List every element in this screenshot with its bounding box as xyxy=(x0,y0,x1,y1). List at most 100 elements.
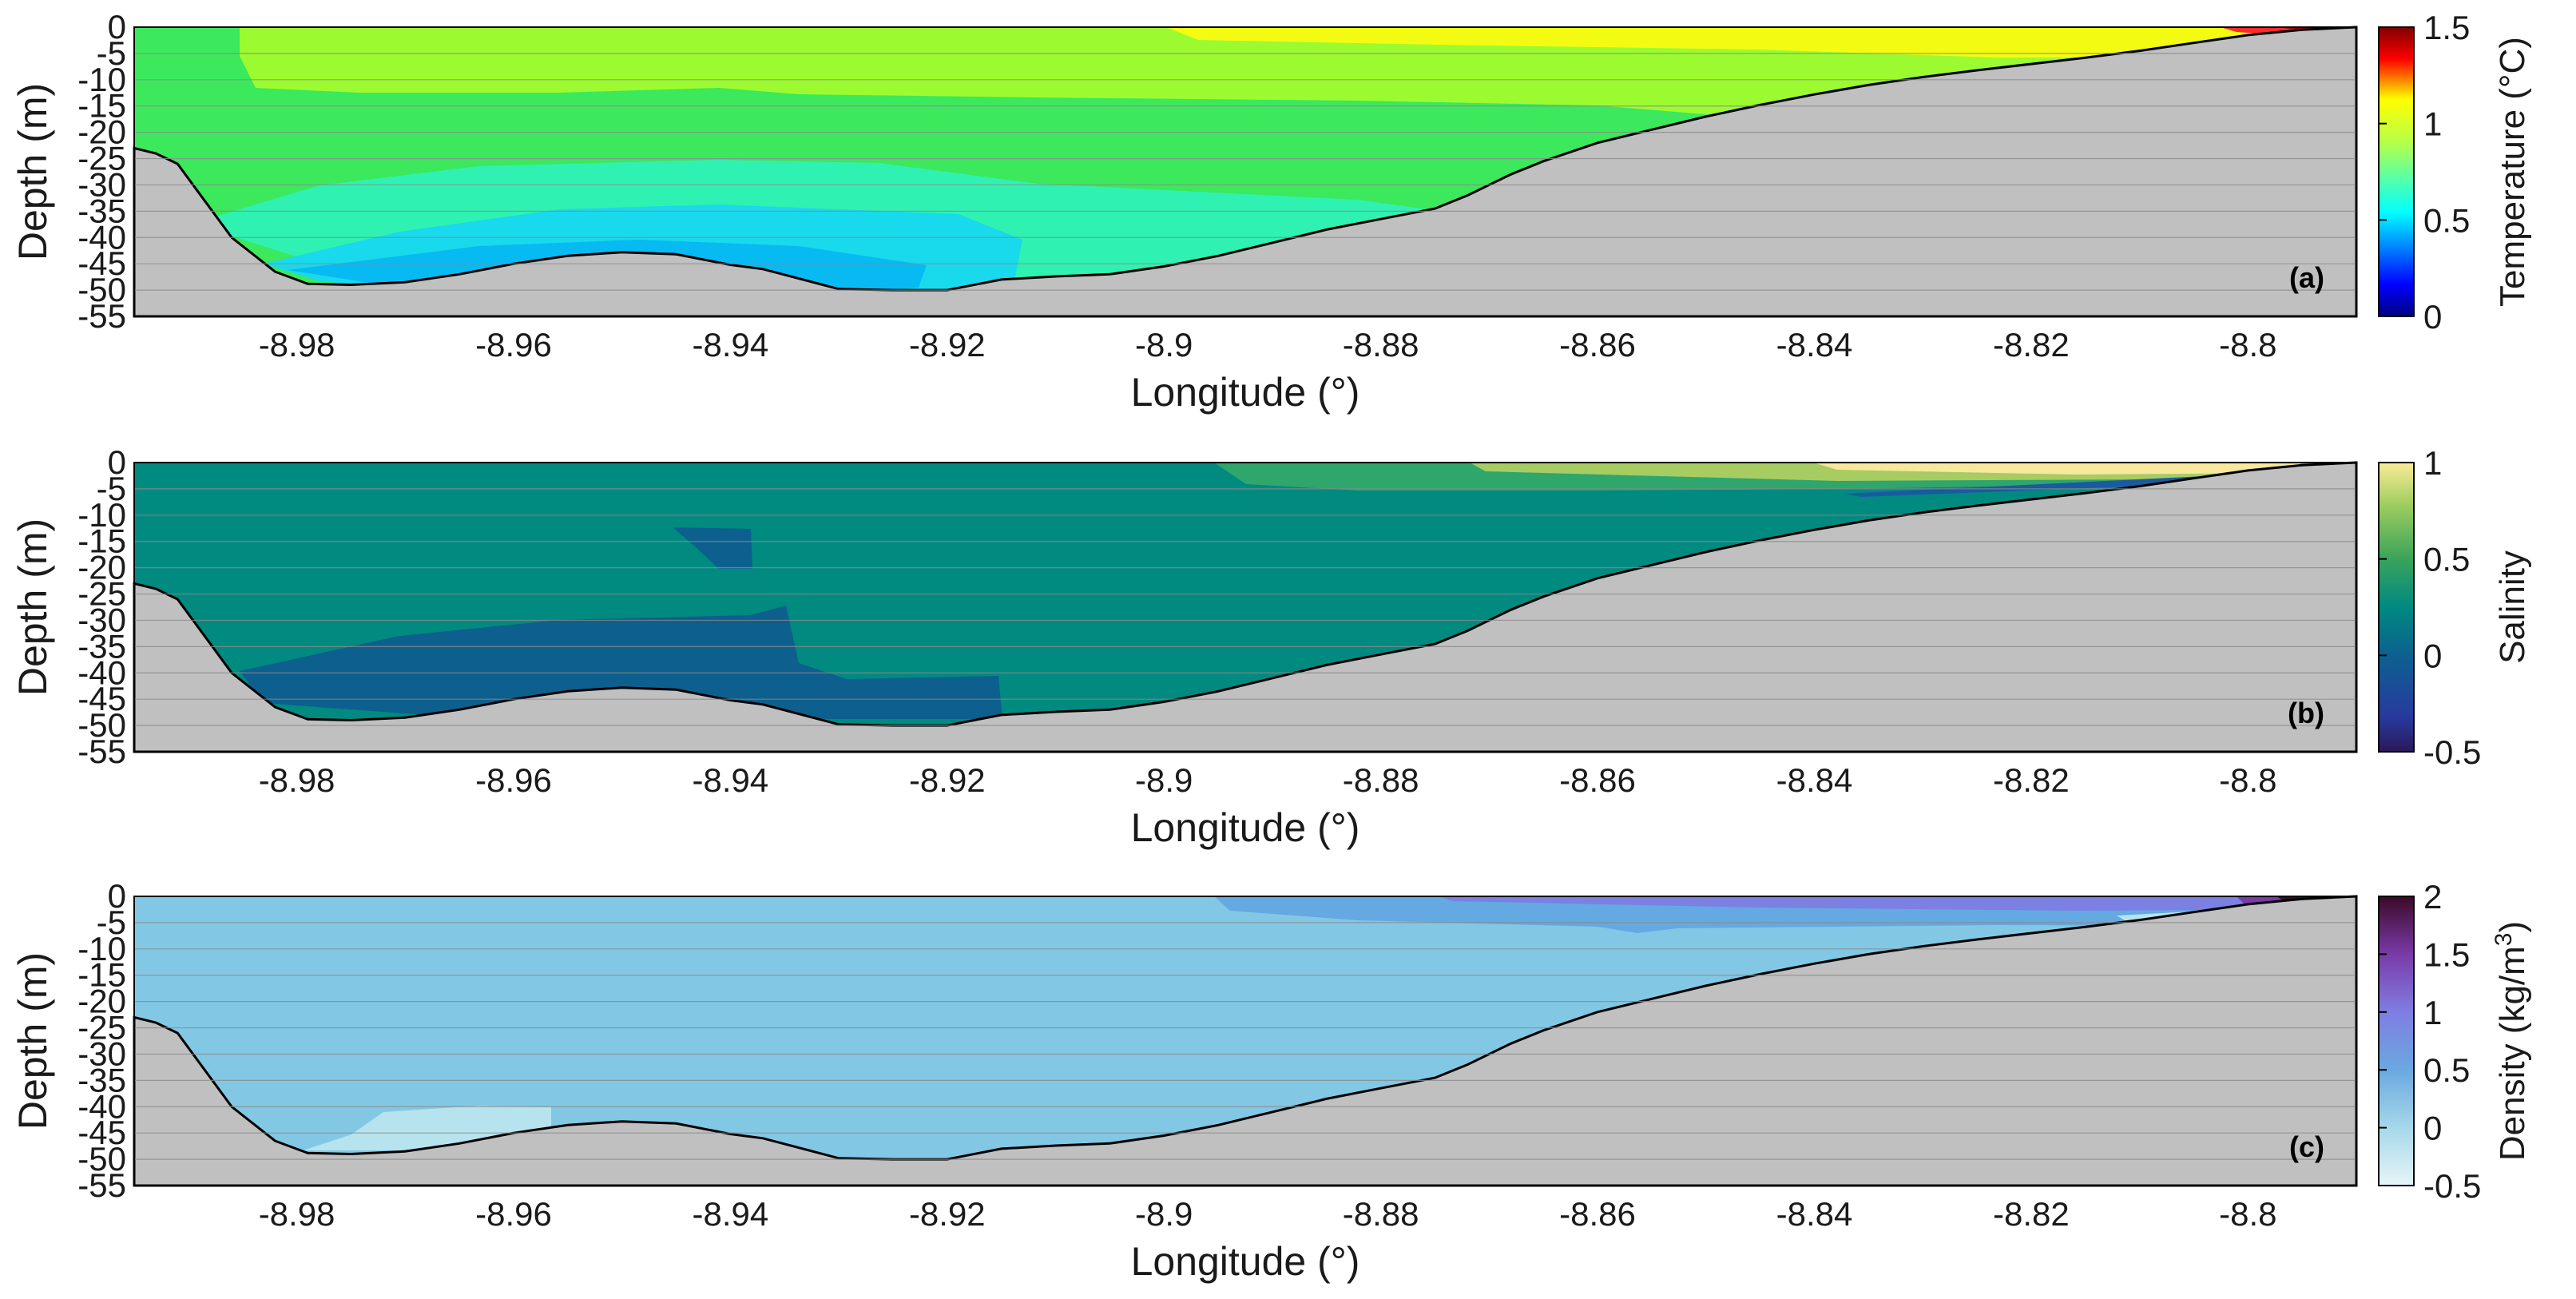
x-tick-label: -8.8 xyxy=(2219,326,2276,363)
colorbar-tick-label: 0.5 xyxy=(2423,541,2470,578)
colorbar-tick-label: 1.5 xyxy=(2423,9,2470,46)
panel-c-density: 0-5-10-15-20-25-30-35-40-45-50-55 -8.98-… xyxy=(10,877,2532,1284)
plot-area xyxy=(133,461,2358,753)
colorbar-label: Salinity xyxy=(2493,550,2532,664)
y-tick-label: -30 xyxy=(77,165,126,203)
grid-lines xyxy=(134,488,2356,726)
x-tick-label: -8.82 xyxy=(1993,761,2070,799)
y-tick-labels: 0-5-10-15-20-25-30-35-40-45-50-55 xyxy=(77,8,126,335)
x-tick-label: -8.88 xyxy=(1343,1195,1419,1233)
y-tick-label: -15 xyxy=(77,87,126,125)
y-tick-label: -45 xyxy=(77,244,126,282)
y-tick-label: 0 xyxy=(108,8,126,46)
x-tick-label: -8.8 xyxy=(2219,761,2276,799)
colorbar-tick-labels: 0 0.5 1 1.5 xyxy=(2379,9,2470,336)
seabed xyxy=(133,26,2358,318)
x-tick-label: -8.94 xyxy=(693,326,769,363)
y-tick-label: -25 xyxy=(77,1009,126,1047)
y-tick-labels: 0-5-10-15-20-25-30-35-40-45-50-55 xyxy=(77,443,126,770)
x-axis-label: Longitude (°) xyxy=(1131,805,1360,850)
colorbar-gradient xyxy=(2378,26,2415,317)
colorbar-tick-label: 0.5 xyxy=(2423,1051,2470,1089)
y-tick-label: -10 xyxy=(77,930,126,967)
x-tick-label: -8.86 xyxy=(1559,1195,1636,1233)
grid-lines xyxy=(134,922,2356,1160)
x-tick-label: -8.98 xyxy=(259,1195,335,1233)
x-tick-label: -8.88 xyxy=(1343,761,1419,799)
plot-frame xyxy=(133,462,2357,753)
y-axis-label: Depth (m) xyxy=(10,83,55,260)
x-tick-label: -8.82 xyxy=(1993,326,2070,363)
deep-low-salinity-body xyxy=(240,606,1002,719)
warm-surface-layer xyxy=(1166,27,2356,58)
y-tick-labels: 0-5-10-15-20-25-30-35-40-45-50-55 xyxy=(77,877,126,1204)
x-tick-label: -8.9 xyxy=(1135,1195,1193,1233)
y-tick-label: -20 xyxy=(77,113,126,151)
colorbar-gradient xyxy=(2378,462,2415,753)
y-tick-label: -25 xyxy=(77,575,126,613)
colorbar-tick-label: 0 xyxy=(2423,298,2442,336)
x-tick-label: -8.92 xyxy=(909,761,986,799)
colorbar-tick-label: 0 xyxy=(2423,1110,2442,1147)
colorbar: 1 0.5 0 -0.5 Salinity xyxy=(2378,444,2532,771)
y-tick-label: -50 xyxy=(77,1140,126,1178)
y-tick-label: 0 xyxy=(108,877,126,915)
y-tick-label: -45 xyxy=(77,680,126,717)
x-tick-label: -8.82 xyxy=(1993,1195,2070,1233)
colorbar-tick-label: -0.5 xyxy=(2423,733,2481,771)
colorbar-tick-label: 1 xyxy=(2423,105,2442,143)
y-tick-label: -35 xyxy=(77,627,126,665)
y-tick-label: -40 xyxy=(77,653,126,691)
low-salinity-patch xyxy=(673,527,752,569)
y-axis-label: Depth (m) xyxy=(10,952,55,1130)
y-tick-label: 0 xyxy=(108,443,126,481)
colorbar-tick-labels: 2 1.5 1 0.5 0 -0.5 xyxy=(2379,878,2481,1205)
y-tick-label: -45 xyxy=(77,1114,126,1151)
colorbar-tick-labels: 1 0.5 0 -0.5 xyxy=(2379,444,2481,771)
y-tick-label: -40 xyxy=(77,218,126,256)
colorbar-tick-label: -0.5 xyxy=(2423,1167,2481,1205)
y-tick-label: -55 xyxy=(77,1166,126,1204)
y-tick-label: -25 xyxy=(77,140,126,177)
y-tick-label: -35 xyxy=(77,192,126,229)
x-tick-label: -8.94 xyxy=(693,761,769,799)
x-tick-labels: -8.98 -8.96 -8.94 -8.92 -8.9 -8.88 -8.86 -8.84 -… xyxy=(259,326,2277,363)
colorbar-tick-label: 0 xyxy=(2423,637,2442,674)
y-tick-label: -15 xyxy=(77,956,126,994)
colorbar-label: Density (kg/m3) xyxy=(2491,921,2533,1161)
x-tick-label: -8.96 xyxy=(475,761,552,799)
seabed xyxy=(133,895,2358,1187)
panel-label: (b) xyxy=(2288,697,2324,729)
plot-frame xyxy=(133,896,2357,1186)
panel-label: (a) xyxy=(2289,261,2324,294)
panel-a-temperature: 0-5-10-15-20-25-30-35-40-45-50-55 -8.98-… xyxy=(10,8,2532,415)
y-tick-label: -5 xyxy=(97,470,126,507)
y-tick-label: -30 xyxy=(77,601,126,638)
max-salinity-surface xyxy=(1813,463,2300,475)
panel-b-salinity: 0-5-10-15-20-25-30-35-40-45-50-55 -8.98-… xyxy=(10,443,2532,850)
x-tick-label: -8.92 xyxy=(909,1195,986,1233)
seabed xyxy=(133,461,2358,753)
plot-area xyxy=(133,895,2358,1187)
x-tick-label: -8.9 xyxy=(1135,326,1193,363)
plot-frame xyxy=(133,26,2357,317)
y-tick-label: -20 xyxy=(77,983,126,1020)
thin-low-salinity-streak xyxy=(1845,476,2205,497)
y-tick-label: -55 xyxy=(77,297,126,335)
x-tick-label: -8.92 xyxy=(909,326,986,363)
x-tick-label: -8.84 xyxy=(1776,1195,1853,1233)
x-tick-label: -8.96 xyxy=(475,326,552,363)
y-tick-label: -20 xyxy=(77,549,126,586)
colorbar-tick-label: 1.5 xyxy=(2423,936,2470,973)
x-tick-label: -8.84 xyxy=(1776,761,1853,799)
grid-lines xyxy=(134,53,2356,291)
y-tick-label: -10 xyxy=(77,496,126,534)
y-tick-label: -55 xyxy=(77,733,126,770)
colorbar-tick-label: 1 xyxy=(2423,444,2442,482)
y-tick-label: -5 xyxy=(97,34,126,72)
colorbar: 0 0.5 1 1.5 Temperature (°C) xyxy=(2378,9,2532,336)
colorbar-gradient xyxy=(2378,896,2415,1186)
x-tick-label: -8.86 xyxy=(1559,326,1636,363)
x-tick-label: -8.88 xyxy=(1343,326,1419,363)
colorbar-tick-label: 0.5 xyxy=(2423,201,2470,239)
